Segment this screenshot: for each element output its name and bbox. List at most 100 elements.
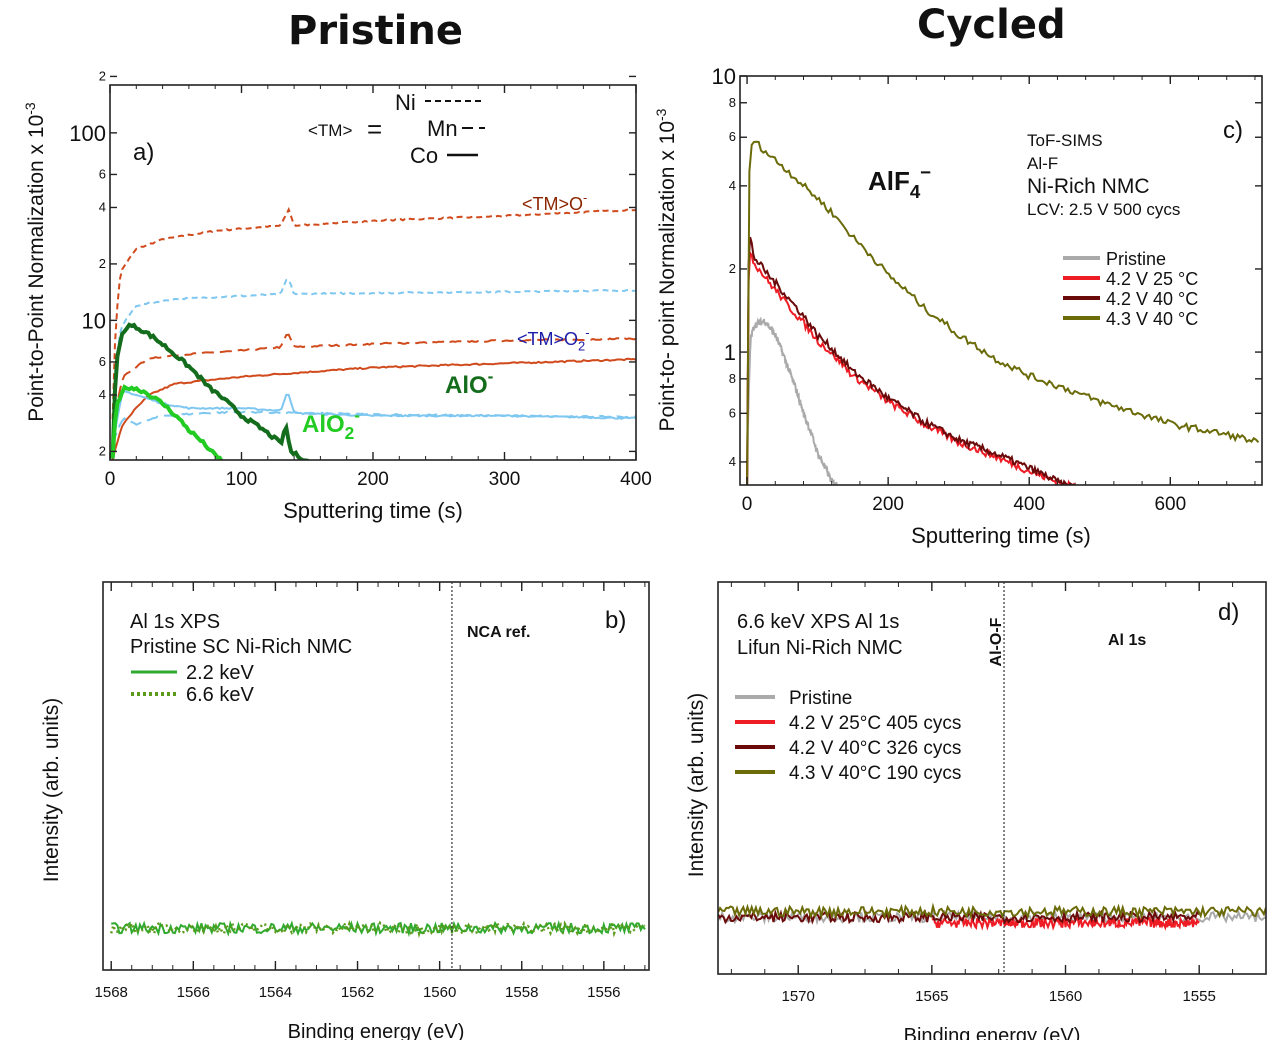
ytick-label-a-4: 2 bbox=[99, 256, 106, 271]
x-axis-label-b: Binding energy (eV) bbox=[288, 1021, 465, 1040]
legend-co: Co bbox=[410, 143, 438, 168]
legend-label-d-0: Pristine bbox=[789, 688, 852, 709]
axes-frame-b bbox=[102, 581, 650, 971]
plot-area-d bbox=[718, 902, 1266, 931]
xtick-label-d-2: 1560 bbox=[1049, 988, 1082, 1005]
annotation-tm-o2: <TM>O2- bbox=[517, 325, 590, 354]
series-line-a-1 bbox=[111, 333, 636, 434]
legend-label-c-1: 4.2 V 25 °C bbox=[1106, 269, 1198, 289]
legend-tm: <TM> bbox=[308, 121, 352, 140]
xtick-label-b-2: 1564 bbox=[259, 984, 292, 1001]
series-line-d-3 bbox=[718, 902, 1266, 920]
plot-area-a bbox=[110, 206, 636, 460]
ytick-label-c-6: 6 bbox=[729, 129, 736, 144]
heading-pristine: Pristine bbox=[288, 8, 463, 54]
info-line-2: Ni-Rich NMC bbox=[1027, 175, 1150, 198]
plot-area-b bbox=[110, 919, 646, 939]
legend-label-b-1: 6.6 keV bbox=[186, 684, 254, 706]
title-line-b-0: Al 1s XPS bbox=[130, 611, 220, 633]
series-line-a-6 bbox=[110, 322, 310, 460]
ytick-label-c-2: 8 bbox=[729, 371, 736, 386]
ytick-label-a-6: 6 bbox=[99, 166, 106, 181]
y-axis-label-a: Point-to-Point Normalization x 10-3 bbox=[22, 102, 48, 422]
legend-equals: = bbox=[367, 114, 382, 144]
ytick-label-a-3: 10 bbox=[82, 308, 106, 333]
annotation-alo2: AlO2- bbox=[302, 405, 360, 443]
title-line-b-1: Pristine SC Ni-Rich NMC bbox=[130, 636, 352, 658]
annotation-alf4: AlF4− bbox=[868, 161, 931, 202]
info-line-3: LCV: 2.5 V 500 cycs bbox=[1027, 200, 1180, 219]
ytick-label-a-8: 2 bbox=[99, 68, 106, 83]
xtick-label-d-1: 1565 bbox=[915, 988, 948, 1005]
y-axis-label-b: Intensity (arb. units) bbox=[40, 698, 63, 882]
xtick-label-c-0: 0 bbox=[742, 494, 753, 515]
panel-label-a: a) bbox=[133, 139, 154, 166]
ytick-label-c-8: 10 bbox=[712, 64, 736, 89]
legend-mn: Mn bbox=[427, 116, 458, 141]
xtick-label-a-3: 300 bbox=[489, 469, 521, 490]
legend-label-c-2: 4.2 V 40 °C bbox=[1106, 289, 1198, 309]
series-line-a-7 bbox=[110, 384, 224, 460]
xtick-label-b-5: 1558 bbox=[505, 984, 538, 1001]
xtick-label-d-3: 1555 bbox=[1182, 988, 1215, 1005]
x-axis-label-a: Sputtering time (s) bbox=[283, 498, 463, 523]
peak-label-d: Al 1s bbox=[1108, 632, 1146, 649]
xtick-label-a-1: 100 bbox=[226, 469, 258, 490]
series-line-a-3 bbox=[111, 278, 636, 433]
xtick-label-b-4: 1560 bbox=[423, 984, 456, 1001]
xtick-label-c-1: 200 bbox=[872, 494, 904, 515]
legend-label-c-3: 4.3 V 40 °C bbox=[1106, 309, 1198, 329]
ytick-label-c-0: 4 bbox=[729, 454, 736, 469]
series-line-c-2 bbox=[746, 236, 1085, 485]
panel-label-b: b) bbox=[605, 607, 626, 634]
legend-label-d-2: 4.2 V 40°C 326 cycs bbox=[789, 738, 961, 759]
ytick-label-a-0: 2 bbox=[99, 443, 106, 458]
ytick-label-a-5: 4 bbox=[99, 199, 106, 214]
info-line-1: Al-F bbox=[1027, 154, 1058, 173]
legend-label-b-0: 2.2 keV bbox=[186, 662, 254, 684]
ytick-label-c-1: 6 bbox=[729, 405, 736, 420]
legend-ni: Ni bbox=[395, 90, 416, 115]
ytick-label-a-1: 4 bbox=[99, 387, 106, 402]
plot-area-c bbox=[746, 140, 1260, 485]
y-axis-label-c: Point-to- point Normalization x 10-3 bbox=[653, 108, 679, 431]
annotation-tm-o: <TM>O- bbox=[522, 190, 587, 214]
xtick-label-c-3: 600 bbox=[1154, 494, 1186, 515]
series-line-c-1 bbox=[746, 250, 1075, 485]
xtick-label-b-6: 1556 bbox=[587, 984, 620, 1001]
reference-label-b: NCA ref. bbox=[467, 624, 530, 641]
panel-label-c: c) bbox=[1223, 117, 1243, 144]
ytick-label-c-4: 2 bbox=[729, 261, 736, 276]
xtick-label-b-0: 1568 bbox=[95, 984, 128, 1001]
series-line-c-3 bbox=[746, 140, 1260, 485]
ytick-label-c-3: 1 bbox=[724, 340, 736, 365]
annotation-alo: AlO- bbox=[445, 366, 494, 399]
series-line-a-2 bbox=[111, 357, 636, 460]
legend-label-c-0: Pristine bbox=[1106, 249, 1166, 269]
series-line-a-4 bbox=[111, 389, 636, 452]
legend-label-d-3: 4.3 V 40°C 190 cycs bbox=[789, 763, 961, 784]
reference-label-d: Al-O-F bbox=[988, 617, 1005, 666]
series-line-a-5 bbox=[111, 410, 636, 445]
series-line-b-1 bbox=[110, 919, 646, 939]
xtick-label-b-1: 1566 bbox=[177, 984, 210, 1001]
x-axis-label-c: Sputtering time (s) bbox=[911, 523, 1091, 548]
ytick-label-c-7: 8 bbox=[729, 95, 736, 110]
ytick-label-a-7: 100 bbox=[69, 121, 106, 146]
xtick-label-d-0: 1570 bbox=[782, 988, 815, 1005]
series-line-d-1 bbox=[931, 914, 1200, 931]
ytick-label-c-5: 4 bbox=[729, 178, 736, 193]
info-line-0: ToF-SIMS bbox=[1027, 131, 1103, 150]
series-line-c-0 bbox=[746, 316, 842, 485]
xtick-label-a-4: 400 bbox=[620, 469, 652, 490]
panel-label-d: d) bbox=[1218, 599, 1239, 626]
x-axis-label-d: Binding energy (eV) bbox=[904, 1025, 1081, 1040]
series-line-a-0 bbox=[111, 206, 636, 420]
xtick-label-b-3: 1562 bbox=[341, 984, 374, 1001]
xtick-label-a-0: 0 bbox=[105, 469, 116, 490]
title-line-d-1: Lifun Ni-Rich NMC bbox=[737, 637, 903, 659]
xtick-label-c-2: 400 bbox=[1013, 494, 1045, 515]
legend-label-d-1: 4.2 V 25°C 405 cycs bbox=[789, 713, 961, 734]
y-axis-label-d: Intensity (arb. units) bbox=[685, 693, 708, 877]
